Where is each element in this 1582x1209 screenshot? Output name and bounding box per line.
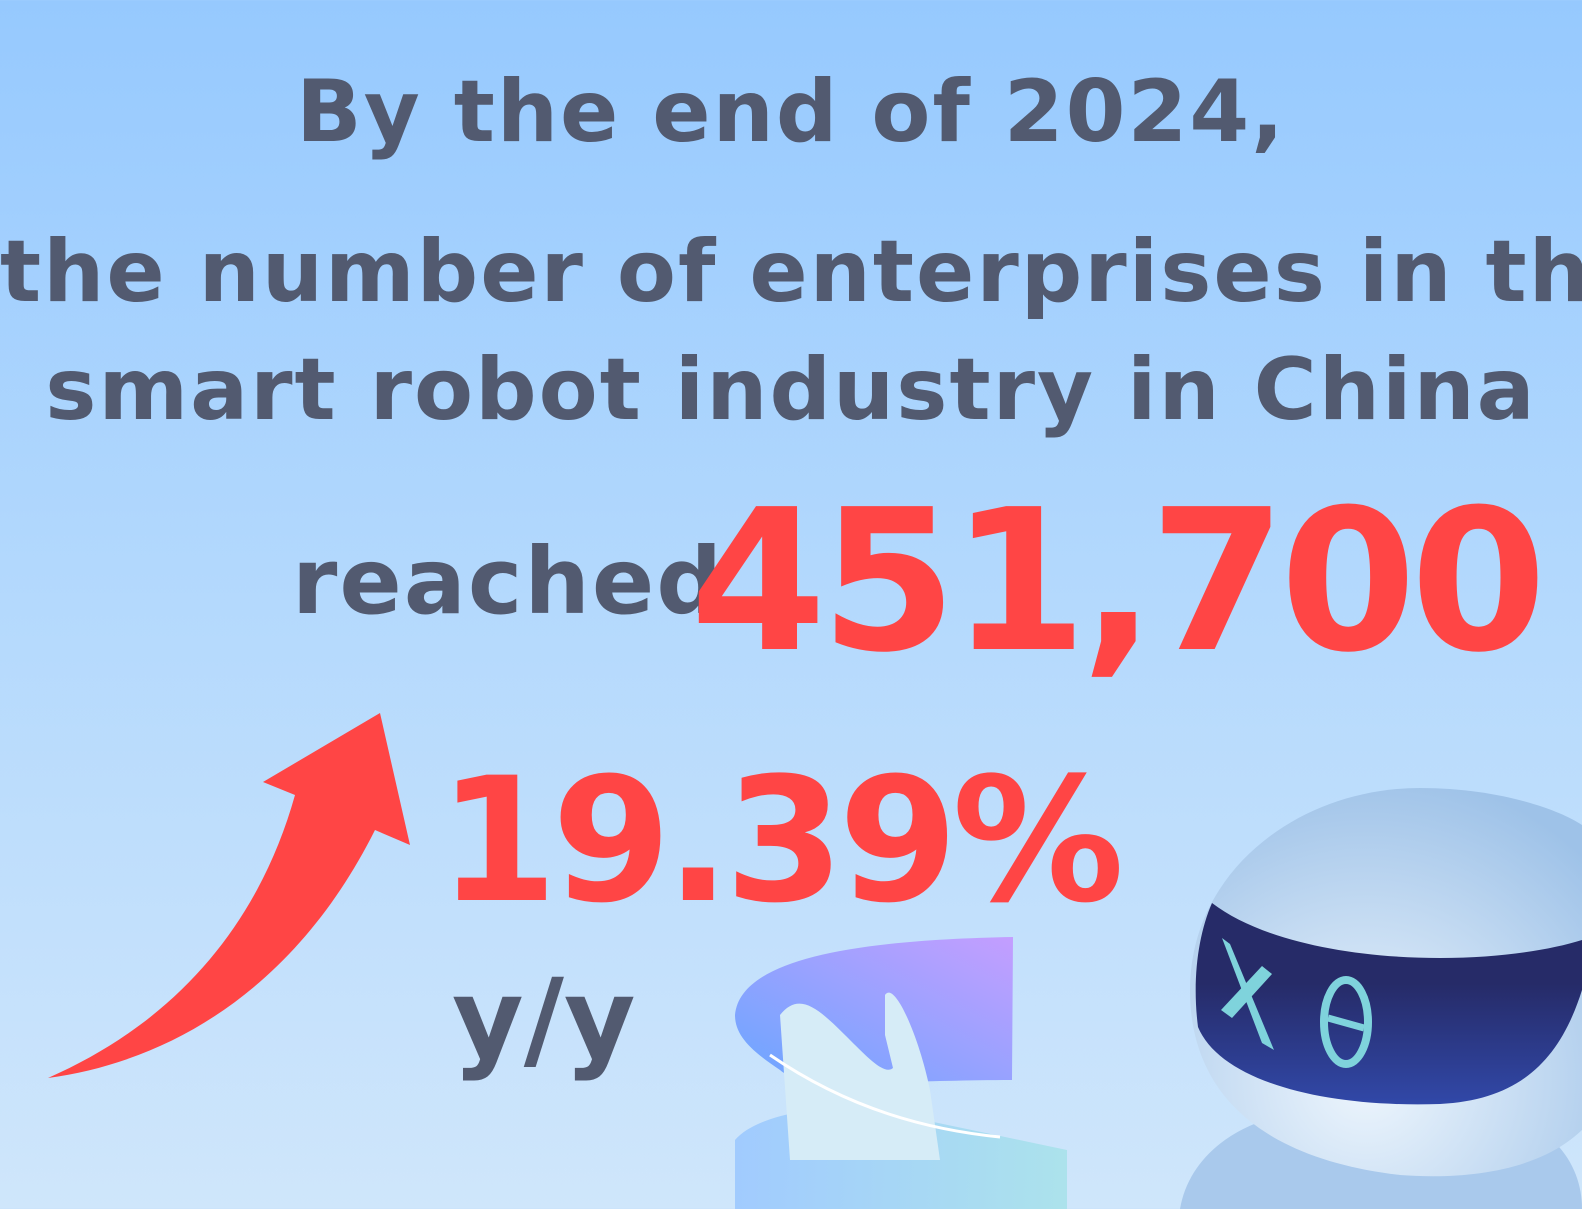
headline-line-3: smart robot industry in China (45, 340, 1537, 440)
up-arrow-icon (48, 713, 410, 1078)
reached-label: reached (292, 528, 725, 635)
enterprise-count: 451,700 (690, 468, 1547, 696)
growth-rate: 19.39% (438, 740, 1124, 941)
headline-line-2: the number of enterprises in the (0, 222, 1582, 322)
headline-line-1: By the end of 2024, (296, 62, 1286, 162)
robot-illustration (1180, 788, 1582, 1209)
growth-unit: y/y (452, 955, 636, 1083)
hologram-chart-illustration (735, 937, 1067, 1209)
